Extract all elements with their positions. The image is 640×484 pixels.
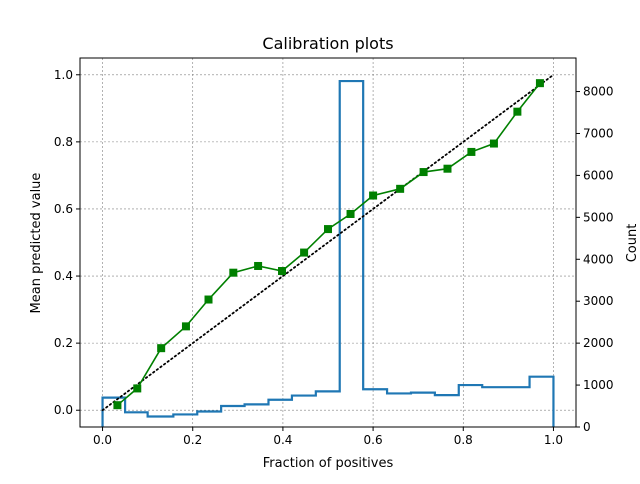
x-tick-label: 0.6 — [364, 433, 383, 447]
calibration-point — [535, 79, 544, 88]
y2-tick-label: 3000 — [583, 294, 614, 308]
x-axis-label: Fraction of positives — [263, 456, 394, 471]
calibration-series — [113, 79, 544, 410]
calibration-point — [467, 147, 476, 156]
perfect-calibration-line — [101, 73, 555, 412]
y2-tick-label: 7000 — [583, 126, 614, 140]
calibration-point — [113, 401, 122, 410]
calibration-point — [300, 248, 309, 257]
x-tick-label: 0.2 — [183, 433, 202, 447]
y-tick-label: 0.2 — [54, 336, 73, 350]
calibration-point — [157, 344, 166, 353]
calibration-point — [324, 225, 332, 234]
calibration-point — [133, 384, 142, 393]
y-tick-label: 0.8 — [54, 135, 73, 149]
x-tick-label: 0.0 — [93, 433, 112, 447]
y2-axis-label: Count — [625, 224, 640, 263]
calibration-point — [204, 295, 213, 304]
y-tick-label: 1.0 — [54, 68, 73, 82]
y2-tick-label: 0 — [583, 420, 591, 434]
axes: 0.0 0.2 0.4 0.6 0.8 1.0 0.0 0.2 0.4 0.6 0.8 1.0 0 100… — [54, 57, 614, 447]
reference-line — [101, 73, 555, 412]
calibration-point — [489, 139, 498, 148]
x-tick-label: 1.0 — [544, 433, 563, 447]
y-tick-label: 0.4 — [54, 269, 73, 283]
y2-tick-label: 5000 — [583, 210, 614, 224]
calibration-point — [181, 322, 190, 331]
x-tick-label: 0.8 — [454, 433, 473, 447]
calibration-point — [346, 209, 355, 218]
y2-tick-label: 4000 — [583, 252, 614, 266]
plot-frame — [79, 57, 577, 428]
calibration-point — [278, 267, 287, 276]
calibration-point — [396, 184, 405, 193]
calibration-point — [513, 107, 522, 116]
histogram-outline — [101, 79, 555, 427]
y-tick-label: 0.0 — [54, 403, 73, 417]
x-tick-label: 0.4 — [273, 433, 292, 447]
y2-tick-label: 6000 — [583, 168, 614, 182]
chart-title: Calibration plots — [262, 34, 393, 53]
y2-tick-label: 2000 — [583, 336, 614, 350]
y2-tick-label: 1000 — [583, 378, 614, 392]
y2-tick-label: 8000 — [583, 85, 614, 99]
histogram — [101, 79, 555, 427]
y-tick-label: 0.6 — [54, 202, 73, 216]
calibration-curve-line — [116, 82, 541, 406]
calibration-point — [369, 191, 378, 200]
calibration-point — [229, 268, 238, 277]
y-axis-label: Mean predicted value — [29, 173, 44, 314]
calibration-point — [443, 164, 452, 173]
calibration-point — [254, 261, 263, 270]
grid — [80, 58, 576, 427]
calibration-point — [419, 168, 428, 177]
